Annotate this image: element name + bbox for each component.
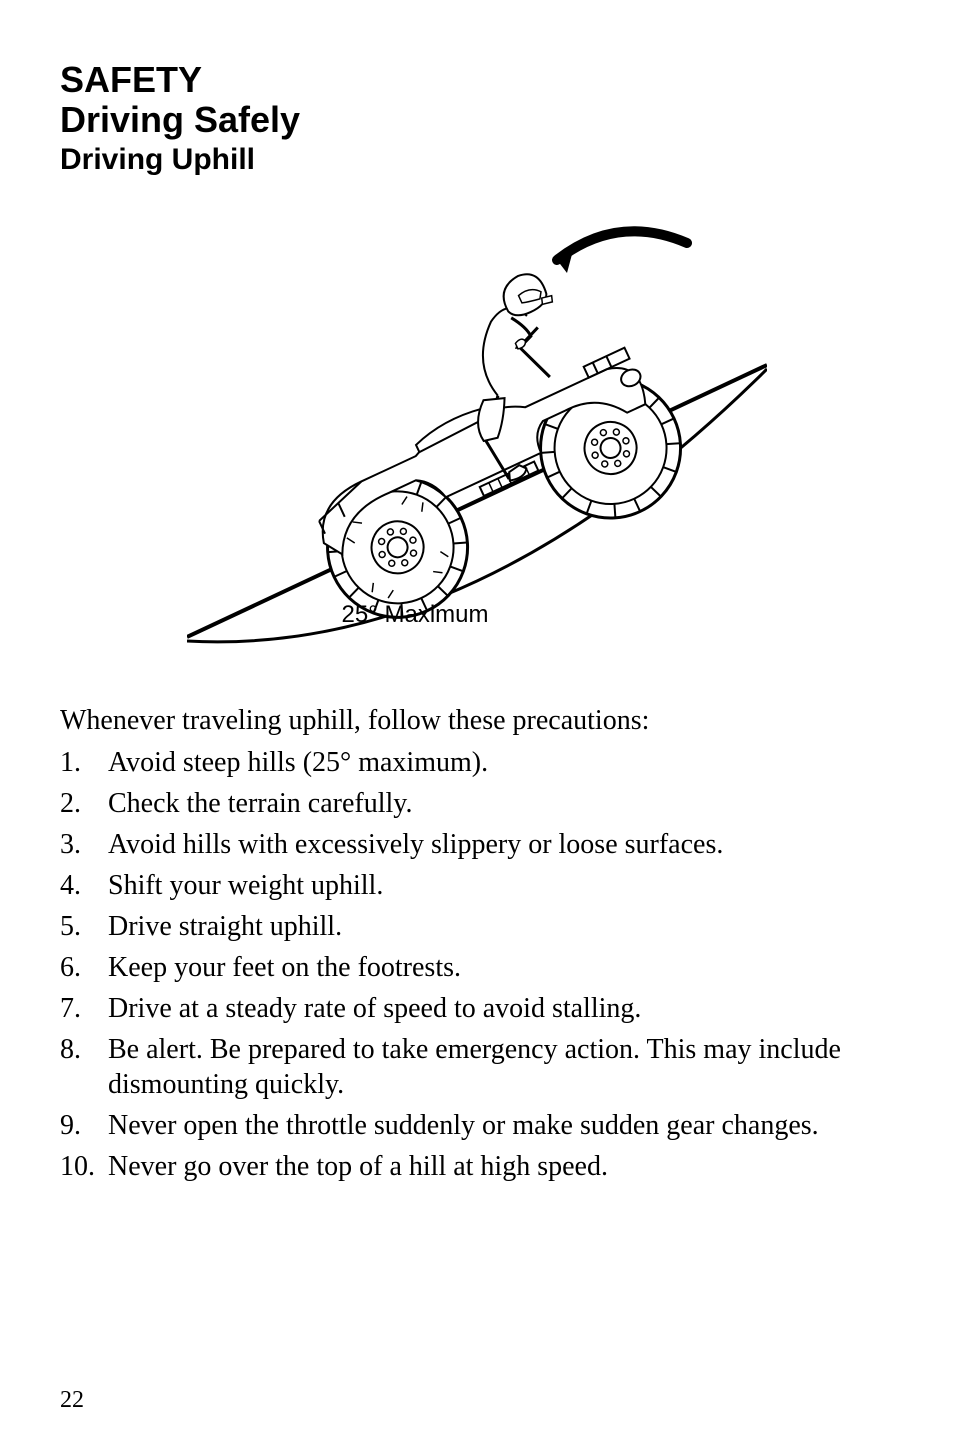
illustration-caption: 25° Maximum xyxy=(125,601,705,629)
subsection-title: Driving Safely xyxy=(60,100,894,140)
list-item: Drive at a steady rate of speed to avoid… xyxy=(60,991,894,1026)
list-item: Never go over the top of a hill at high … xyxy=(60,1149,894,1184)
intro-text: Whenever traveling uphill, follow these … xyxy=(60,705,894,737)
list-item: Be alert. Be prepared to take emergency … xyxy=(60,1032,894,1102)
list-item: Shift your weight uphill. xyxy=(60,868,894,903)
section-title: SAFETY xyxy=(60,60,894,100)
page-number: 22 xyxy=(60,1387,84,1414)
list-item: Avoid steep hills (25° maximum). xyxy=(60,745,894,780)
list-item: Avoid hills with excessively slippery or… xyxy=(60,827,894,862)
uphill-atv-illustration: 25° Maximum xyxy=(187,207,767,675)
list-item: Check the terrain carefully. xyxy=(60,786,894,821)
precautions-list: Avoid steep hills (25° maximum). Check t… xyxy=(60,745,894,1184)
subsubsection-title: Driving Uphill xyxy=(60,143,894,177)
list-item: Never open the throttle suddenly or make… xyxy=(60,1108,894,1143)
list-item: Keep your feet on the footrests. xyxy=(60,950,894,985)
atv-uphill-svg xyxy=(187,207,767,647)
list-item: Drive straight uphill. xyxy=(60,909,894,944)
